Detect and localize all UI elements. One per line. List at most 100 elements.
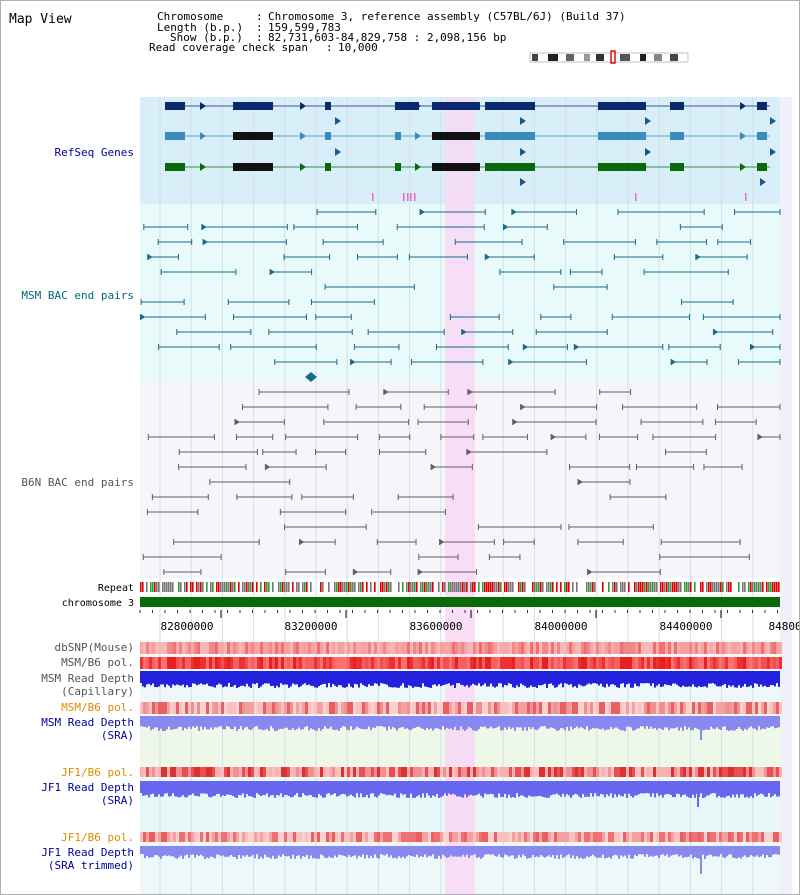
jf1-depth-sra-bar (466, 793, 468, 798)
jf1-depth-sra-bar (420, 793, 422, 798)
msm-bac-track[interactable] (139, 209, 781, 382)
jf1-b6-pol2-heat-cell (302, 832, 305, 842)
msm-b6-pol-heat-cell (527, 657, 530, 669)
msm-depth-capillary-bar (442, 683, 444, 686)
refseq-genes-track[interactable] (165, 102, 776, 201)
repeat-element (488, 582, 490, 592)
msm-depth-sra-bar (230, 726, 232, 729)
jf1-b6-pol2-heat-cell (251, 832, 254, 842)
msm-b6-pol-heat-cell (485, 657, 488, 669)
chromosome-ideogram[interactable] (529, 50, 689, 64)
b6n-bac-track[interactable] (142, 389, 781, 575)
msm-b6-pol2-heat-cell (278, 702, 281, 714)
jf1-depth-sra-bar (630, 793, 632, 797)
jf1-depth-trim-bar (172, 854, 174, 857)
msm-b6-pol2-heat-cell (518, 702, 521, 714)
jf1-depth-sra-bar (506, 793, 508, 798)
msm-depth-capillary-bar (404, 683, 406, 688)
jf1-b6-pol2-heat-cell (680, 832, 683, 842)
jf1-depth-sra-bar (634, 793, 636, 796)
jf1-b6-pol-heat-cell (320, 767, 323, 777)
dbsnp-heat-cell (284, 642, 287, 654)
repeat-element (504, 582, 506, 592)
msm-b6-pol-heat-cell (671, 657, 674, 669)
jf1-depth-trim-bar (698, 854, 700, 859)
repeat-element (302, 582, 304, 592)
jf1-b6-pol-heat-cell (608, 767, 611, 777)
msm-depth-sra-bar (408, 726, 410, 730)
jf1-b6-pol2-heat-cell (266, 832, 269, 842)
msm-b6-pol-heat-cell (599, 657, 602, 669)
jf1-depth-sra-bar (744, 793, 746, 798)
msm-depth-sra-bar (532, 726, 534, 728)
quantitative-tracks[interactable] (140, 642, 782, 874)
jf1-depth-sra-bar (240, 793, 242, 796)
msm-depth-capillary-bar (734, 683, 736, 688)
msm-b6-pol-heat-cell (530, 657, 533, 669)
msm-b6-pol2-heat-cell (641, 702, 644, 714)
jf1-depth-trim-bar (418, 854, 420, 858)
msm-depth-capillary-bar (718, 683, 720, 687)
msm-depth-sra-bar (658, 726, 660, 729)
jf1-depth-trim-bar (580, 854, 582, 858)
msm-depth-capillary-bar (620, 683, 622, 684)
msm-depth-sra-bar (278, 726, 280, 730)
msm-depth-sra-bar (164, 726, 166, 731)
msm-depth-sra-bar (470, 726, 472, 729)
msm-depth-capillary-bar (694, 683, 696, 687)
msm-b6-pol2-heat-cell (515, 702, 518, 714)
jf1-b6-pol2-heat-cell (371, 832, 374, 842)
msm-depth-sra-bar (178, 726, 180, 727)
dbsnp-heat-cell (629, 642, 632, 654)
jf1-b6-pol-heat-cell (602, 767, 605, 777)
msm-b6-pol-heat-cell (278, 657, 281, 669)
repeat-element (694, 582, 696, 592)
jf1-b6-pol-heat-cell (302, 767, 305, 777)
msm-depth-capillary-bar (568, 683, 570, 685)
msm-depth-sra-bar (570, 726, 572, 727)
jf1-b6-pol-heat-cell (497, 767, 500, 777)
msm-b6-pol2-heat-cell (188, 702, 191, 714)
msm-b6-pol-heat-cell (317, 657, 320, 669)
msm-b6-pol-heat-cell (515, 657, 518, 669)
jf1-depth-trim-bar (448, 854, 450, 858)
dbsnp-heat-cell (665, 642, 668, 654)
jf1-b6-pol-heat-cell (509, 767, 512, 777)
repeat-element (222, 582, 224, 592)
jf1-b6-pol-heat-cell (704, 767, 707, 777)
jf1-b6-pol-heat-cell (710, 767, 713, 777)
msm-b6-pol2-heat-cell (200, 702, 203, 714)
jf1-b6-pol2-heat-cell (503, 832, 506, 842)
jf1-depth-trim-bar (690, 854, 692, 855)
msm-depth-sra-bar (328, 726, 330, 729)
msm-depth-sra-bar (494, 726, 496, 729)
dbsnp-heat-cell (578, 642, 581, 654)
msm-b6-pol-heat-cell (236, 657, 239, 669)
jf1-b6-pol2-heat-cell (623, 832, 626, 842)
repeat-element (406, 582, 408, 592)
msm-depth-sra-bar (652, 726, 654, 729)
msm-b6-pol2-heat-cell (578, 702, 581, 714)
jf1-b6-pol2-heat-cell (248, 832, 251, 842)
jf1-depth-sra-bar (472, 793, 474, 796)
jf1-depth-sra-bar (412, 793, 414, 798)
jf1-b6-pol2-heat-cell (752, 832, 755, 842)
dbsnp-heat-cell (575, 642, 578, 654)
dbsnp-heat-cell (422, 642, 425, 654)
gene-strand-arrow (520, 163, 526, 171)
jf1-b6-pol2-heat-cell (539, 832, 542, 842)
msm-depth-capillary-bar (638, 683, 640, 687)
msm-b6-pol2-heat-cell (599, 702, 602, 714)
msm-b6-pol2-heat-cell (776, 702, 779, 714)
jf1-depth-sra-bar (770, 793, 772, 798)
msm-depth-sra-base (140, 716, 780, 726)
repeat-element (260, 582, 262, 592)
repeat-element (560, 582, 562, 592)
repeat-track[interactable] (140, 582, 780, 592)
dbsnp-heat-cell (179, 642, 182, 654)
msm-b6-pol-heat-cell (245, 657, 248, 669)
jf1-depth-sra-bar (494, 793, 496, 798)
msm-b6-pol-heat-cell (395, 657, 398, 669)
repeat-element (564, 582, 566, 592)
